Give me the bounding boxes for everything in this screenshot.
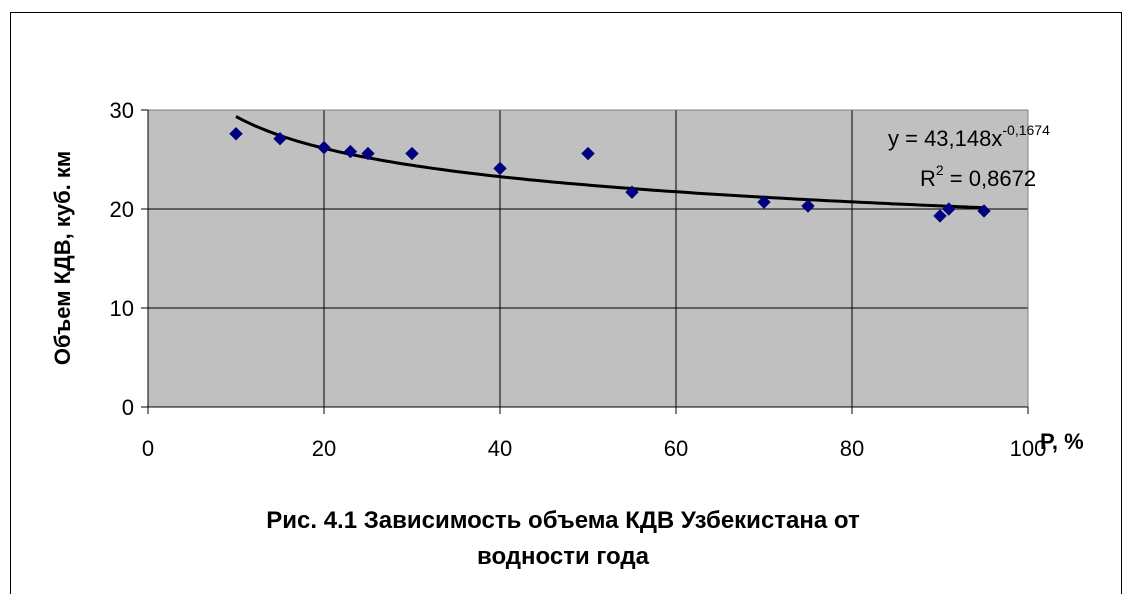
data-point <box>229 127 243 141</box>
figure-caption: Рис. 4.1 Зависимость объема КДВ Узбекист… <box>0 503 1126 575</box>
tick-labels: 0 10 20 30 0 20 40 60 80 100 <box>110 98 1047 461</box>
data-point <box>942 202 956 216</box>
data-point <box>625 185 639 199</box>
y-tick-label: 0 <box>122 395 134 420</box>
x-tick-label: 0 <box>142 436 154 461</box>
r-squared-value: = 0,8672 <box>944 166 1036 191</box>
y-axis-label: Объем КДВ, куб. км <box>50 151 75 365</box>
data-point <box>757 195 771 209</box>
x-tick-label: 60 <box>664 436 688 461</box>
data-point <box>493 161 507 176</box>
y-tick-label: 30 <box>110 98 134 123</box>
x-tick-label: 80 <box>840 436 864 461</box>
caption-line-1: Рис. 4.1 Зависимость объема КДВ Узбекист… <box>266 507 860 534</box>
x-tick-label: 20 <box>312 436 336 461</box>
trendline-equation: y = 43,148x-0,1674 <box>888 122 1050 151</box>
r-squared: R2 = 0,8672 <box>920 162 1036 191</box>
x-tick-label: 100 <box>1010 436 1047 461</box>
r-squared-sup: 2 <box>936 162 944 178</box>
data-points <box>229 127 991 223</box>
x-tick-label: 40 <box>488 436 512 461</box>
data-point <box>273 132 287 146</box>
data-point <box>361 146 375 161</box>
equation-base: y = 43,148x <box>888 126 1002 151</box>
power-trendline <box>235 115 985 210</box>
data-point <box>405 146 419 161</box>
y-tick-label: 10 <box>110 296 134 321</box>
x-axis-label: P, % <box>1040 429 1084 454</box>
data-point <box>801 199 815 213</box>
equation-exponent: -0,1674 <box>1002 122 1050 138</box>
data-point <box>977 204 991 218</box>
y-tick-label: 20 <box>110 197 134 222</box>
data-point <box>581 146 595 161</box>
caption-line-2: водности года <box>477 543 649 570</box>
r-squared-prefix: R <box>920 166 936 191</box>
chart-frame <box>10 12 1122 594</box>
data-point <box>317 140 331 155</box>
data-point <box>343 144 358 159</box>
data-point <box>933 209 947 223</box>
axes <box>141 109 1029 414</box>
